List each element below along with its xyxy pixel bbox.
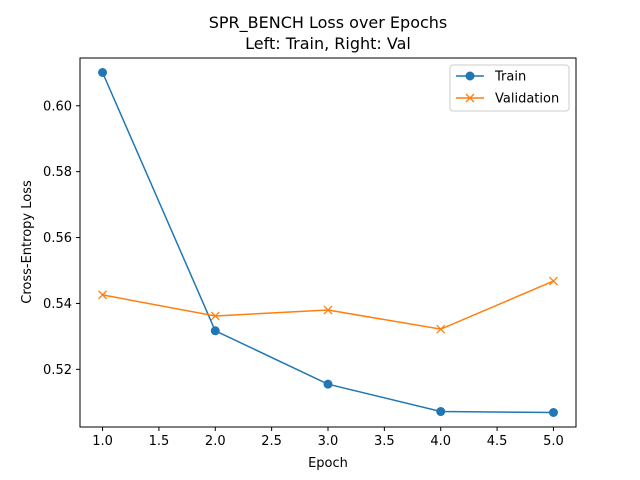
plot-area <box>79 57 577 428</box>
data-point-validation <box>436 324 446 334</box>
data-point-validation <box>98 290 108 300</box>
x-tick-label: 3.0 <box>318 434 339 449</box>
data-point-train <box>323 379 333 389</box>
legend-entry-validation: Validation <box>456 92 559 107</box>
legend-marker-train <box>465 71 475 81</box>
series-line-validation <box>102 280 554 330</box>
x-tick-label: 4.0 <box>430 434 451 449</box>
x-tick-label: 2.0 <box>205 434 226 449</box>
legend-label-train: Train <box>494 70 526 85</box>
x-tick-label: 1.0 <box>92 434 113 449</box>
legend-entry-train: Train <box>456 70 526 85</box>
data-point-train <box>436 407 446 417</box>
data-point-train <box>210 326 220 336</box>
legend-marker-validation <box>465 93 475 103</box>
y-tick-label: 0.56 <box>43 231 72 246</box>
x-tick-label: 5.0 <box>543 434 564 449</box>
x-tick-label: 3.5 <box>374 434 395 449</box>
y-axis-label: Cross-Entropy Loss <box>20 180 35 304</box>
data-point-validation <box>323 305 333 315</box>
series-line-train <box>101 72 554 414</box>
data-point-validation <box>548 276 558 286</box>
legend-label-validation: Validation <box>495 92 559 107</box>
series-layer <box>98 67 558 418</box>
x-axis-label: Epoch <box>308 456 348 471</box>
data-point-validation <box>210 311 220 321</box>
y-tick-label: 0.52 <box>43 363 72 378</box>
y-tick-label: 0.54 <box>43 297 72 312</box>
x-tick-label: 2.5 <box>261 434 282 449</box>
y-axis: 0.52 0.54 0.56 0.58 0.60 <box>43 99 80 378</box>
chart-subtitle: Left: Train, Right: Val <box>245 34 411 53</box>
y-tick-label: 0.58 <box>43 165 72 180</box>
x-tick-label: 1.5 <box>149 434 170 449</box>
axes-frame <box>79 57 577 428</box>
legend: Train Validation <box>449 64 570 112</box>
x-tick-label: 4.5 <box>487 434 508 449</box>
series-train <box>98 67 558 418</box>
x-axis: 1.0 1.5 2.0 2.5 3.0 3.5 4.0 4.5 5.0 <box>92 427 564 449</box>
y-tick-label: 0.60 <box>43 99 72 114</box>
chart-title: SPR_BENCH Loss over Epochs <box>209 13 448 33</box>
data-point-train <box>548 408 558 418</box>
series-validation <box>98 276 558 334</box>
data-point-train <box>98 67 108 77</box>
